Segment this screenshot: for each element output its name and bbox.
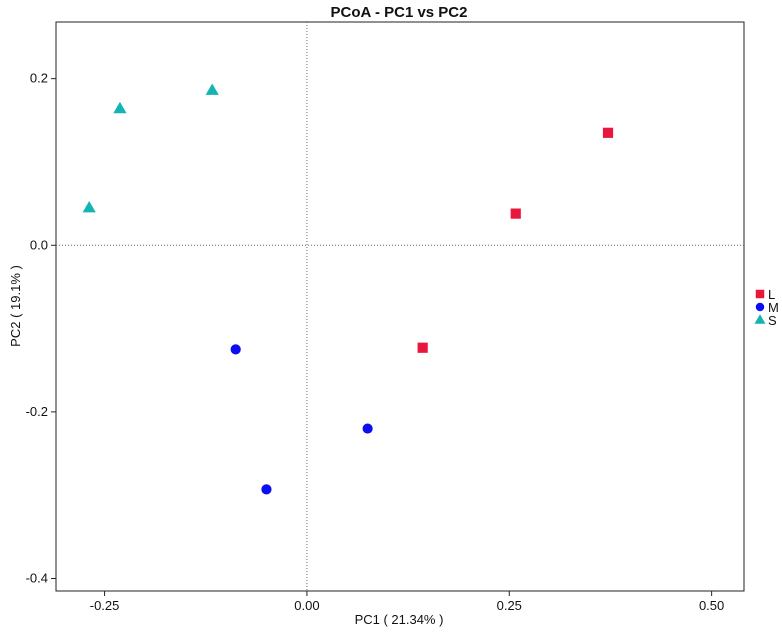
y-tick-label: -0.4 (26, 571, 48, 586)
y-tick-label: 0.0 (30, 237, 48, 252)
y-axis: 0.2 0.0 -0.2 -0.4 (26, 71, 56, 586)
data-point-s (82, 200, 96, 213)
legend-label-s: S (768, 313, 777, 328)
x-axis: -0.25 0.00 0.25 0.50 (90, 591, 724, 613)
data-point-l (510, 208, 521, 219)
data-point-m (362, 423, 373, 434)
y-tick-label: -0.2 (26, 404, 48, 419)
x-axis-label: PC1 ( 21.34% ) (355, 612, 444, 627)
legend: LMS (754, 287, 779, 328)
data-point-l (417, 342, 428, 353)
data-point-s (205, 83, 219, 95)
chart-title: PCoA - PC1 vs PC2 (331, 4, 468, 21)
data-point-s (113, 101, 127, 114)
y-axis-label: PC2 ( 19.1% ) (8, 265, 23, 347)
x-tick-label: -0.25 (90, 598, 120, 613)
legend-marker-s (754, 314, 766, 324)
data-point-m (230, 344, 241, 355)
y-tick-label: 0.2 (30, 71, 48, 86)
data-point-l (602, 127, 614, 138)
legend-marker-l (755, 289, 765, 299)
plot-frame (55, 21, 745, 592)
x-tick-label: 0.00 (294, 598, 319, 613)
legend-label-l: L (768, 287, 775, 302)
x-tick-label: 0.25 (497, 598, 522, 613)
data-point-m (261, 484, 272, 495)
legend-label-m: M (768, 300, 779, 315)
legend-marker-m (755, 302, 765, 312)
x-tick-label: 0.50 (699, 598, 724, 613)
data-points (82, 83, 614, 495)
